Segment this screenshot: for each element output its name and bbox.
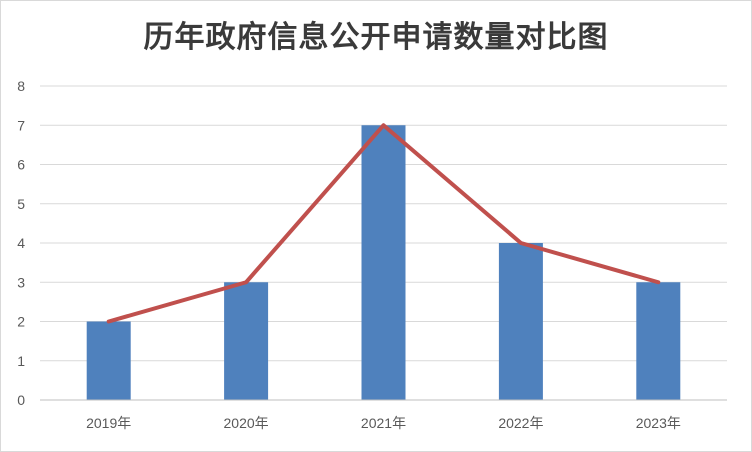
y-axis: 0 1 2 3 4 5 6 7 8 [17, 78, 25, 408]
chart-title: 历年政府信息公开申请数量对比图 [143, 20, 609, 55]
bar-series [86, 125, 681, 400]
y-tick-label: 7 [17, 117, 25, 133]
x-tick-label: 2022年 [498, 415, 543, 431]
y-tick-label: 6 [17, 157, 25, 173]
bar [636, 282, 681, 400]
y-tick-label: 4 [17, 235, 25, 251]
trend-line [106, 123, 661, 324]
line-series [106, 123, 661, 324]
x-tick-label: 2023年 [636, 415, 681, 431]
y-tick-label: 5 [17, 196, 25, 212]
y-tick-label: 8 [17, 78, 25, 94]
y-tick-label: 3 [17, 274, 25, 290]
bar [86, 321, 131, 400]
x-tick-label: 2020年 [224, 415, 269, 431]
y-tick-label: 2 [17, 314, 25, 330]
y-tick-label: 0 [17, 392, 25, 408]
x-axis: 2019年 2020年 2021年 2022年 2023年 [40, 399, 727, 431]
x-tick-label: 2019年 [86, 415, 131, 431]
bar [498, 243, 543, 400]
y-tick-label: 1 [17, 353, 25, 369]
bar [224, 282, 269, 400]
bar [361, 125, 406, 400]
x-tick-label: 2021年 [361, 415, 406, 431]
